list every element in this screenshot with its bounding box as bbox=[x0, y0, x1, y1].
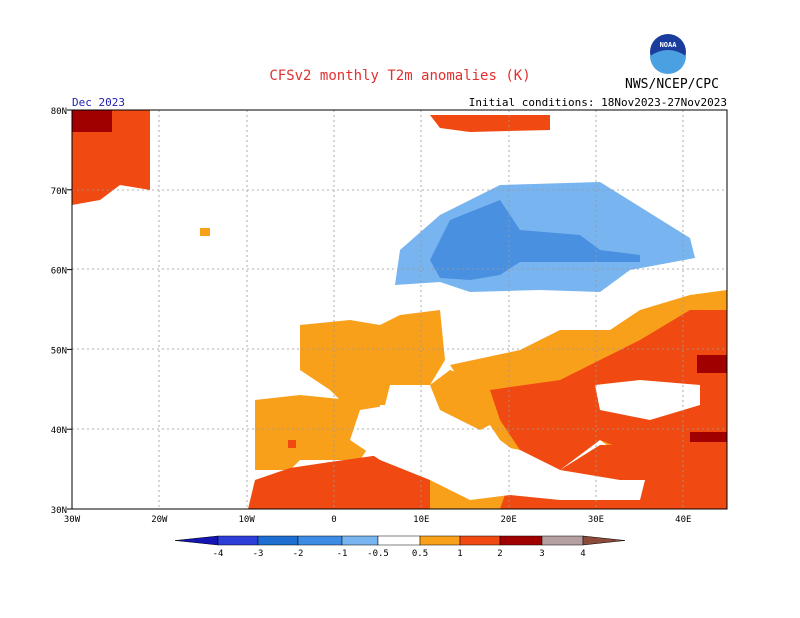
month: Dec 2023 bbox=[72, 96, 125, 109]
colorbar-arrow bbox=[582, 535, 626, 546]
lat-label: 40N bbox=[51, 426, 67, 436]
colorbar-label: -3 bbox=[253, 549, 264, 559]
colorbar-label: -0.5 bbox=[367, 549, 389, 559]
colorbar-segment bbox=[297, 535, 343, 546]
graticule bbox=[72, 110, 727, 509]
colorbar-label: -4 bbox=[213, 549, 224, 559]
lon-label: 0 bbox=[331, 515, 336, 525]
colorbar-segment bbox=[377, 535, 421, 546]
colorbar-label: 2 bbox=[497, 549, 502, 559]
title: CFSv2 monthly T2m anomalies (K) bbox=[269, 68, 530, 84]
colorbar-label: 4 bbox=[580, 549, 585, 559]
lat-label: 70N bbox=[51, 187, 67, 197]
agency: NWS/NCEP/CPC bbox=[625, 77, 719, 92]
colorbar-segment bbox=[257, 535, 299, 546]
lat-label: 50N bbox=[51, 346, 67, 356]
lon-label: 10E bbox=[413, 515, 429, 525]
colorbar-label: -1 bbox=[337, 549, 348, 559]
lat-label: 60N bbox=[51, 267, 67, 277]
colorbar-segment bbox=[419, 535, 461, 546]
map bbox=[71, 109, 728, 510]
lon-label: 20E bbox=[501, 515, 517, 525]
lat-label: 80N bbox=[51, 107, 67, 117]
lon-label: 20W bbox=[151, 515, 168, 525]
lat-label: 30N bbox=[51, 506, 67, 516]
logo: NOAA bbox=[650, 34, 686, 74]
colorbar-label: -2 bbox=[293, 549, 304, 559]
lon-labels: 30W 20W 10W 0 10E 20E 30E 40E bbox=[64, 515, 692, 525]
lon-label: 10W bbox=[239, 515, 256, 525]
colorbar-label: 3 bbox=[539, 549, 544, 559]
lon-label: 30E bbox=[588, 515, 604, 525]
colorbar-segment bbox=[341, 535, 379, 546]
colorbar-segment bbox=[499, 535, 543, 546]
colorbar-segment bbox=[541, 535, 584, 546]
colorbar-segment bbox=[459, 535, 501, 546]
colorbar: -4 -3 -2 -1 -0.5 0.5 1 2 3 4 bbox=[174, 535, 626, 559]
lat-labels: 80N 70N 60N 50N 40N 30N bbox=[51, 107, 72, 516]
lon-label: 30W bbox=[64, 515, 81, 525]
colorbar-label: 0.5 bbox=[412, 549, 428, 559]
colorbar-label: 1 bbox=[457, 549, 462, 559]
initial-conditions: Initial conditions: 18Nov2023-27Nov2023 bbox=[469, 96, 727, 109]
lon-label: 40E bbox=[675, 515, 691, 525]
colorbar-segment bbox=[217, 535, 259, 546]
logo-text: NOAA bbox=[660, 41, 678, 49]
